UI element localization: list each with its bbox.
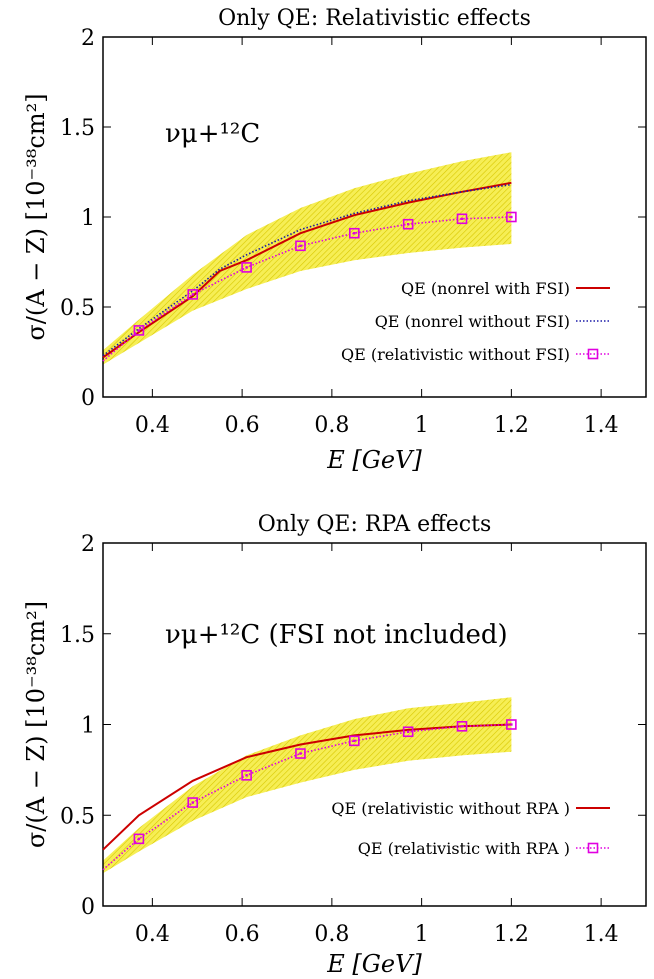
series-marker-2 — [133, 325, 145, 336]
series-marker-1 — [187, 797, 199, 808]
x-axis-label: E [GeV] — [326, 446, 422, 474]
y-tick-label: 0.5 — [60, 804, 95, 829]
legend-label-1: QE (relativistic with RPA ) — [358, 839, 570, 858]
series-marker-1 — [506, 719, 517, 730]
series-marker-1 — [241, 770, 252, 781]
series-marker-1 — [295, 748, 306, 759]
x-tick-label: 1 — [415, 413, 429, 438]
series-marker-dot-1 — [510, 723, 513, 726]
legend-marker-1 — [587, 842, 599, 854]
y-tick-label: 2 — [81, 26, 95, 51]
series-marker-2 — [349, 227, 360, 239]
series-marker-dot-1 — [191, 801, 194, 804]
series-line-1 — [102, 183, 512, 357]
x-tick-label: 0.8 — [314, 922, 349, 947]
series-marker-2 — [456, 213, 468, 225]
legend-label-0: QE (relativistic without RPA ) — [331, 799, 570, 818]
series-marker-2 — [506, 211, 517, 223]
x-tick-label: 1.2 — [494, 922, 529, 947]
legend-label-2: QE (relativistic without FSI) — [341, 345, 570, 364]
series-marker-dot-1 — [460, 725, 464, 728]
x-tick-label: 1.2 — [494, 413, 529, 438]
legend-label-0: QE (nonrel with FSI) — [401, 279, 570, 298]
series-marker-dot-2 — [353, 232, 356, 235]
x-tick-label: 1.4 — [584, 922, 619, 947]
x-tick-label: 0.6 — [225, 922, 260, 947]
series-marker-dot-2 — [137, 329, 141, 332]
series-marker-1 — [133, 833, 145, 845]
y-tick-label: 1 — [81, 714, 95, 739]
series-marker-2 — [402, 218, 414, 230]
series-line-0 — [102, 181, 512, 359]
y-tick-label: 0 — [81, 386, 95, 411]
series-line-0 — [102, 723, 512, 851]
uncertainty-band — [103, 697, 512, 874]
series-marker-dot-2 — [460, 217, 464, 220]
y-axis-label: σ/(A − Z) [10⁻³⁸cm²] — [22, 93, 50, 340]
series-marker-2 — [241, 262, 252, 273]
series-marker-dot-1 — [137, 837, 141, 841]
series-marker-2 — [187, 289, 199, 300]
uncertainty-band — [103, 152, 512, 365]
x-axis-label: E [GeV] — [326, 950, 422, 978]
x-tick-label: 0.8 — [314, 413, 349, 438]
y-tick-label: 1.5 — [60, 623, 95, 648]
series-marker-dot-2 — [245, 266, 248, 269]
series-marker-dot-2 — [406, 223, 410, 226]
series-marker-dot-1 — [245, 774, 248, 777]
chart-panel-relativistic: 0.4 0.6 0.8 1 1.2 1.4 0 0.5 1 1.5 2 Only QE: Relati… — [22, 6, 647, 474]
x-tick-label: 0.4 — [135, 413, 170, 438]
legend-marker-2 — [587, 348, 599, 360]
series-marker-dot-1 — [299, 752, 302, 755]
y-axis-label: σ/(A − Z) [10⁻³⁸cm²] — [22, 601, 50, 848]
reaction-annotation: νμ+¹²C — [165, 119, 260, 149]
series-marker-1 — [402, 726, 414, 738]
y-tick-label: 1 — [81, 206, 95, 231]
reaction-annotation: νμ+¹²C (FSI not included) — [165, 620, 508, 650]
series-marker-1 — [456, 721, 468, 732]
series-marker-1 — [349, 735, 360, 747]
series-marker-dot-2 — [510, 215, 513, 219]
x-tick-label: 0.6 — [225, 413, 260, 438]
y-tick-label: 0 — [81, 895, 95, 920]
x-tick-label: 0.4 — [135, 922, 170, 947]
series-marker-2 — [295, 240, 306, 252]
y-tick-label: 1.5 — [60, 116, 95, 141]
y-tick-label: 0.5 — [60, 296, 95, 321]
series-marker-dot-2 — [299, 244, 302, 247]
chart-title: Only QE: RPA effects — [258, 512, 492, 537]
x-tick-label: 1.4 — [584, 413, 619, 438]
chart-panel-rpa: 0.4 0.6 0.8 1 1.2 1.4 0 0.5 1 1.5 2 Only QE: RPA ef… — [22, 512, 647, 978]
series-marker-dot-2 — [191, 293, 194, 296]
series-marker-dot-1 — [406, 730, 410, 733]
y-tick-label: 2 — [81, 532, 95, 557]
x-tick-label: 1 — [415, 922, 429, 947]
series-marker-dot-1 — [353, 739, 356, 743]
legend-label-1: QE (nonrel without FSI) — [375, 312, 570, 331]
chart-title: Only QE: Relativistic effects — [218, 6, 531, 31]
